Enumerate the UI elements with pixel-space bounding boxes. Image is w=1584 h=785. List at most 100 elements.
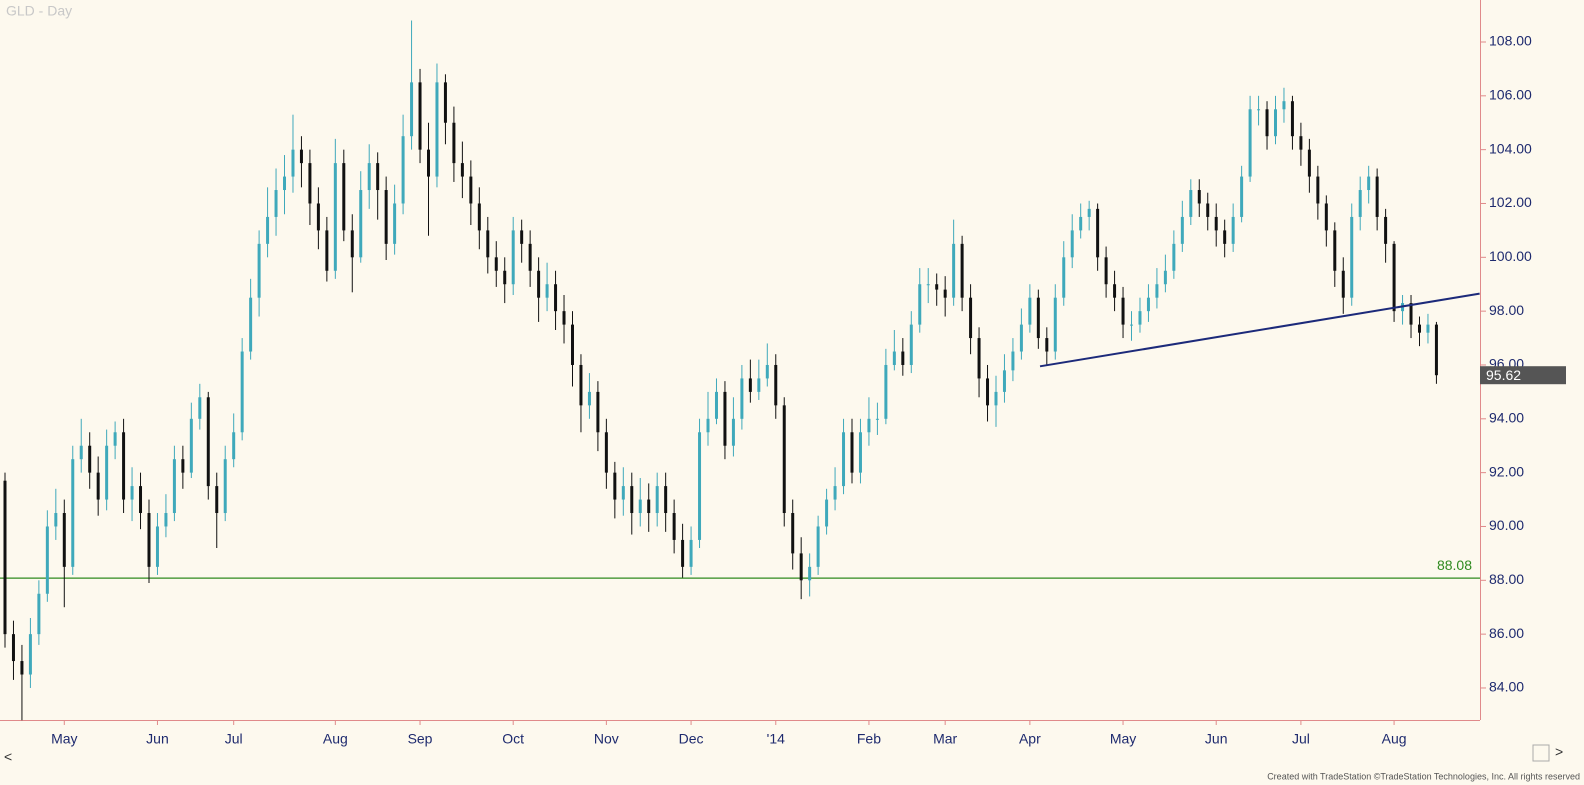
candle-body [1079,216,1083,231]
candle-body [875,418,879,420]
candle-body [325,230,329,271]
candle-body [1274,109,1277,137]
candle-body [1070,230,1074,258]
candle-body [1053,297,1057,352]
candle-body [11,634,15,662]
candle-body [427,149,430,177]
candle-body [1248,109,1252,177]
candle-body [3,480,7,635]
candle-body [808,566,812,581]
candle-body [232,432,236,460]
candle-body [342,163,346,231]
candle-body [1155,284,1159,298]
x-tick-label: Feb [857,731,881,747]
scroll-left[interactable]: < [4,749,12,765]
candle-body [393,203,397,244]
x-tick-label: May [1110,731,1136,747]
x-tick-label: '14 [767,731,785,747]
candle-body [714,391,718,419]
candle-body [977,338,981,379]
candle-body [1434,324,1438,376]
candle-body [215,486,219,514]
candle-body [1282,101,1286,110]
candle-body [486,230,490,258]
candle-body [1409,303,1413,325]
candle-body [1113,284,1117,298]
candle-body [816,526,820,567]
candle-body [562,311,566,325]
candle-body [266,216,270,244]
candle-body [113,432,117,446]
scroll-box [1532,744,1550,762]
candle-body [986,378,990,406]
x-tick-label: Oct [502,731,524,747]
candle-body [528,243,532,271]
candle-body [477,203,481,231]
candle-body [613,472,617,500]
y-tick-label: 106.00 [1489,87,1532,103]
candle-body [1426,324,1430,333]
candle-body [384,190,388,244]
x-tick-label: May [51,731,77,747]
candle-body [647,499,651,514]
candle-body [1163,270,1167,285]
footer: Created with TradeStation ©TradeStation … [1267,771,1580,781]
scroll-right[interactable]: > [1555,744,1563,760]
candle-body [554,284,558,312]
candle-body [443,82,447,123]
candle-body [731,418,735,446]
x-tick-label: Dec [679,731,704,747]
candle-body [1172,243,1176,271]
candle-body [333,163,337,271]
candle-body [164,513,168,527]
candle-body [1350,216,1354,298]
candle-body [918,284,922,325]
x-tick-label: Jul [225,731,243,747]
candle-body [1104,257,1108,285]
candle-body [587,391,591,406]
candle-body [681,539,685,567]
candle-body [45,526,49,594]
candle-body [435,82,439,177]
candle-body [1341,270,1345,298]
candle-body [503,270,507,285]
candle-body [799,553,803,581]
y-tick-label: 108.00 [1489,33,1532,49]
x-tick-label: Sep [408,731,433,747]
candle-body [858,432,862,473]
candle-body [545,284,549,298]
candle-body [1138,311,1142,325]
chart-title: GLD - Day [6,3,72,19]
candle-body [418,82,422,150]
candle-body [283,176,287,191]
candle-body [1011,351,1015,371]
candle-body [969,297,973,339]
candle-body [1384,216,1388,244]
candle-body [1180,216,1184,244]
candle-body [1324,203,1328,231]
candle-body [1333,230,1337,271]
candle-body [867,418,871,433]
candle-body [774,364,778,406]
candle-body [1121,297,1125,325]
candle-body [757,378,761,392]
candle-body [223,459,227,514]
candle-body [1367,176,1371,191]
candle-body [596,391,600,433]
candle-body [943,289,947,298]
candle-body [604,432,608,473]
candle-body [621,486,625,500]
candle-body [105,445,109,500]
candle-body [765,364,769,379]
candle-body [206,397,210,487]
y-tick-label: 86.00 [1489,625,1524,641]
candle-body [579,364,583,406]
y-tick-label: 100.00 [1489,248,1532,264]
candle-body [198,397,202,419]
candle-body [884,364,888,419]
candle-body [155,526,159,567]
candle-body [249,297,253,352]
